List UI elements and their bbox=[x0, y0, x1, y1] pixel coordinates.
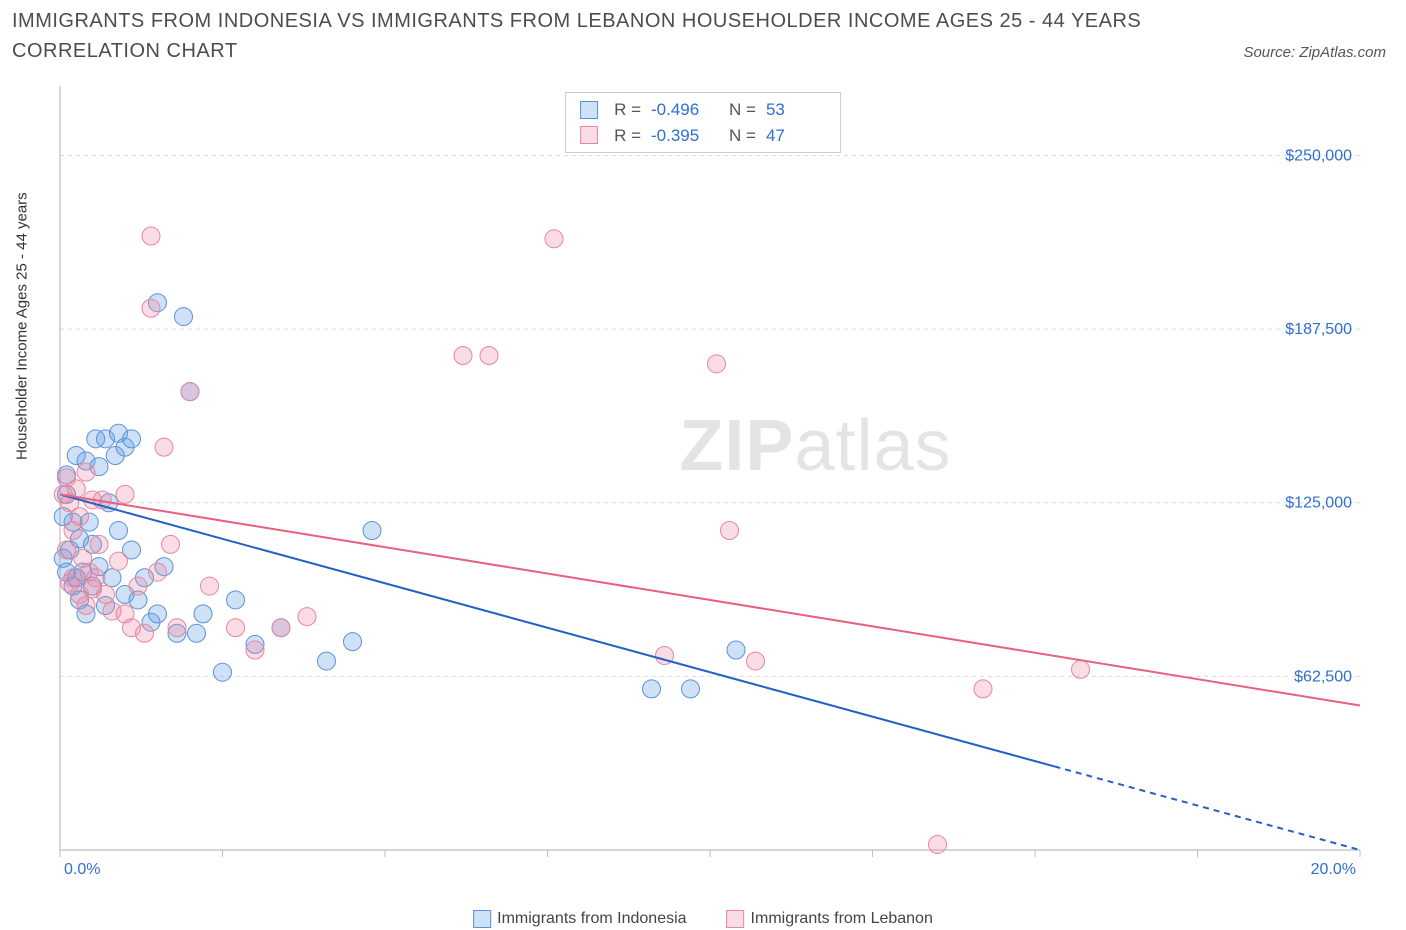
series-swatch bbox=[727, 910, 745, 928]
data-point bbox=[136, 624, 154, 642]
data-point bbox=[363, 522, 381, 540]
data-point bbox=[727, 641, 745, 659]
data-point bbox=[110, 552, 128, 570]
data-point bbox=[71, 508, 89, 526]
legend-item: Immigrants from Lebanon bbox=[727, 910, 933, 928]
y-axis-label: Householder Income Ages 25 - 44 years bbox=[14, 192, 31, 460]
data-point bbox=[545, 230, 563, 248]
series-swatch bbox=[580, 101, 598, 119]
data-point bbox=[344, 633, 362, 651]
data-point bbox=[454, 346, 472, 364]
data-point bbox=[116, 485, 134, 503]
data-point bbox=[181, 383, 199, 401]
plot-area: $62,500 $125,000 $187,500 $250,000 0.0% 20.0% bbox=[42, 86, 1382, 876]
data-point bbox=[123, 430, 141, 448]
data-point bbox=[142, 227, 160, 245]
data-point bbox=[480, 346, 498, 364]
data-point bbox=[974, 680, 992, 698]
stats-legend-box: R =-0.496N =53R =-0.395N =47 bbox=[565, 92, 841, 153]
legend-item: Immigrants from Indonesia bbox=[473, 910, 686, 928]
data-point bbox=[58, 541, 76, 559]
data-point bbox=[77, 597, 95, 615]
x-tick-label-left: 0.0% bbox=[64, 861, 100, 876]
data-point bbox=[162, 535, 180, 553]
data-point bbox=[149, 563, 167, 581]
series-swatch bbox=[580, 126, 598, 144]
data-point bbox=[142, 299, 160, 317]
data-point bbox=[90, 535, 108, 553]
data-point bbox=[103, 569, 121, 587]
data-point bbox=[643, 680, 661, 698]
data-point bbox=[721, 522, 739, 540]
legend-label: Immigrants from Indonesia bbox=[497, 910, 686, 927]
y-tick-label: $62,500 bbox=[1294, 668, 1352, 685]
data-point bbox=[168, 619, 186, 637]
legend-bottom: Immigrants from Indonesia Immigrants from… bbox=[473, 910, 933, 928]
data-point bbox=[246, 641, 264, 659]
data-point bbox=[155, 438, 173, 456]
y-tick-label: $250,000 bbox=[1285, 147, 1352, 164]
data-point bbox=[929, 835, 947, 853]
data-point bbox=[227, 619, 245, 637]
stats-row: R =-0.496N =53 bbox=[580, 97, 826, 123]
data-point bbox=[188, 624, 206, 642]
data-point bbox=[64, 569, 82, 587]
legend-label: Immigrants from Lebanon bbox=[751, 910, 933, 927]
data-point bbox=[129, 577, 147, 595]
data-point bbox=[77, 463, 95, 481]
data-point bbox=[747, 652, 765, 670]
data-point bbox=[149, 605, 167, 623]
data-point bbox=[194, 605, 212, 623]
data-point bbox=[175, 308, 193, 326]
source-label: Source: ZipAtlas.com bbox=[1243, 44, 1386, 61]
stats-row: R =-0.395N =47 bbox=[580, 123, 826, 149]
data-point bbox=[272, 619, 290, 637]
series-swatch bbox=[473, 910, 491, 928]
x-tick-label-right: 20.0% bbox=[1311, 861, 1356, 876]
data-point bbox=[682, 680, 700, 698]
data-point bbox=[318, 652, 336, 670]
scatter-chart-svg: $62,500 $125,000 $187,500 $250,000 0.0% 20.0% bbox=[42, 86, 1382, 876]
data-point bbox=[708, 355, 726, 373]
data-point bbox=[97, 585, 115, 603]
data-point bbox=[1072, 660, 1090, 678]
data-point bbox=[227, 591, 245, 609]
data-point bbox=[214, 663, 232, 681]
data-point bbox=[201, 577, 219, 595]
chart-title: IMMIGRANTS FROM INDONESIA VS IMMIGRANTS … bbox=[12, 6, 1186, 66]
data-point bbox=[87, 569, 105, 587]
data-point bbox=[110, 522, 128, 540]
data-point bbox=[298, 608, 316, 626]
y-tick-label: $187,500 bbox=[1285, 321, 1352, 338]
y-tick-label: $125,000 bbox=[1285, 495, 1352, 512]
